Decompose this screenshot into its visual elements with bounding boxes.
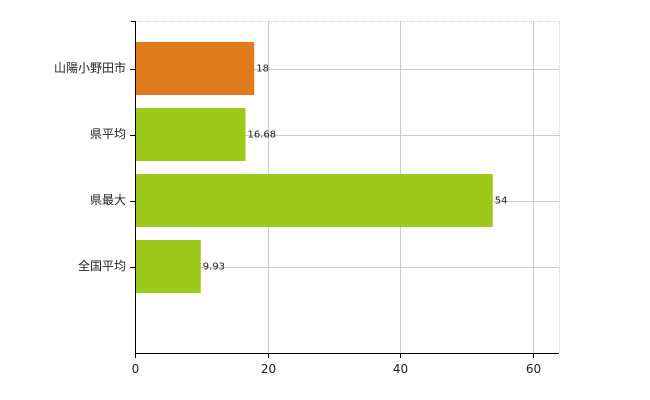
bars: [135, 42, 493, 293]
data-label-2: 54: [495, 196, 508, 207]
category-label-3: 全国平均: [78, 258, 126, 273]
bar-2: [135, 174, 493, 227]
x-tick-label-2: 40: [393, 362, 408, 376]
x-tick-label-0: 0: [132, 362, 140, 376]
axes: [130, 21, 559, 358]
bar-0: [135, 42, 255, 95]
labels: 18 山陽小野田市 16.68 県平均 54 県最大 9.93 全国平均 0 20 40 60: [54, 60, 541, 376]
x-tick-label-3: 60: [526, 362, 541, 376]
bar-3: [135, 240, 201, 293]
category-label-0: 山陽小野田市: [54, 60, 126, 75]
x-tick-label-1: 20: [261, 362, 276, 376]
data-label-3: 9.93: [203, 262, 225, 273]
category-label-2: 県最大: [90, 193, 126, 207]
category-label-1: 県平均: [90, 127, 126, 141]
bar-1: [135, 108, 246, 161]
data-label-1: 16.68: [248, 130, 277, 141]
data-label-0: 18: [256, 64, 269, 75]
